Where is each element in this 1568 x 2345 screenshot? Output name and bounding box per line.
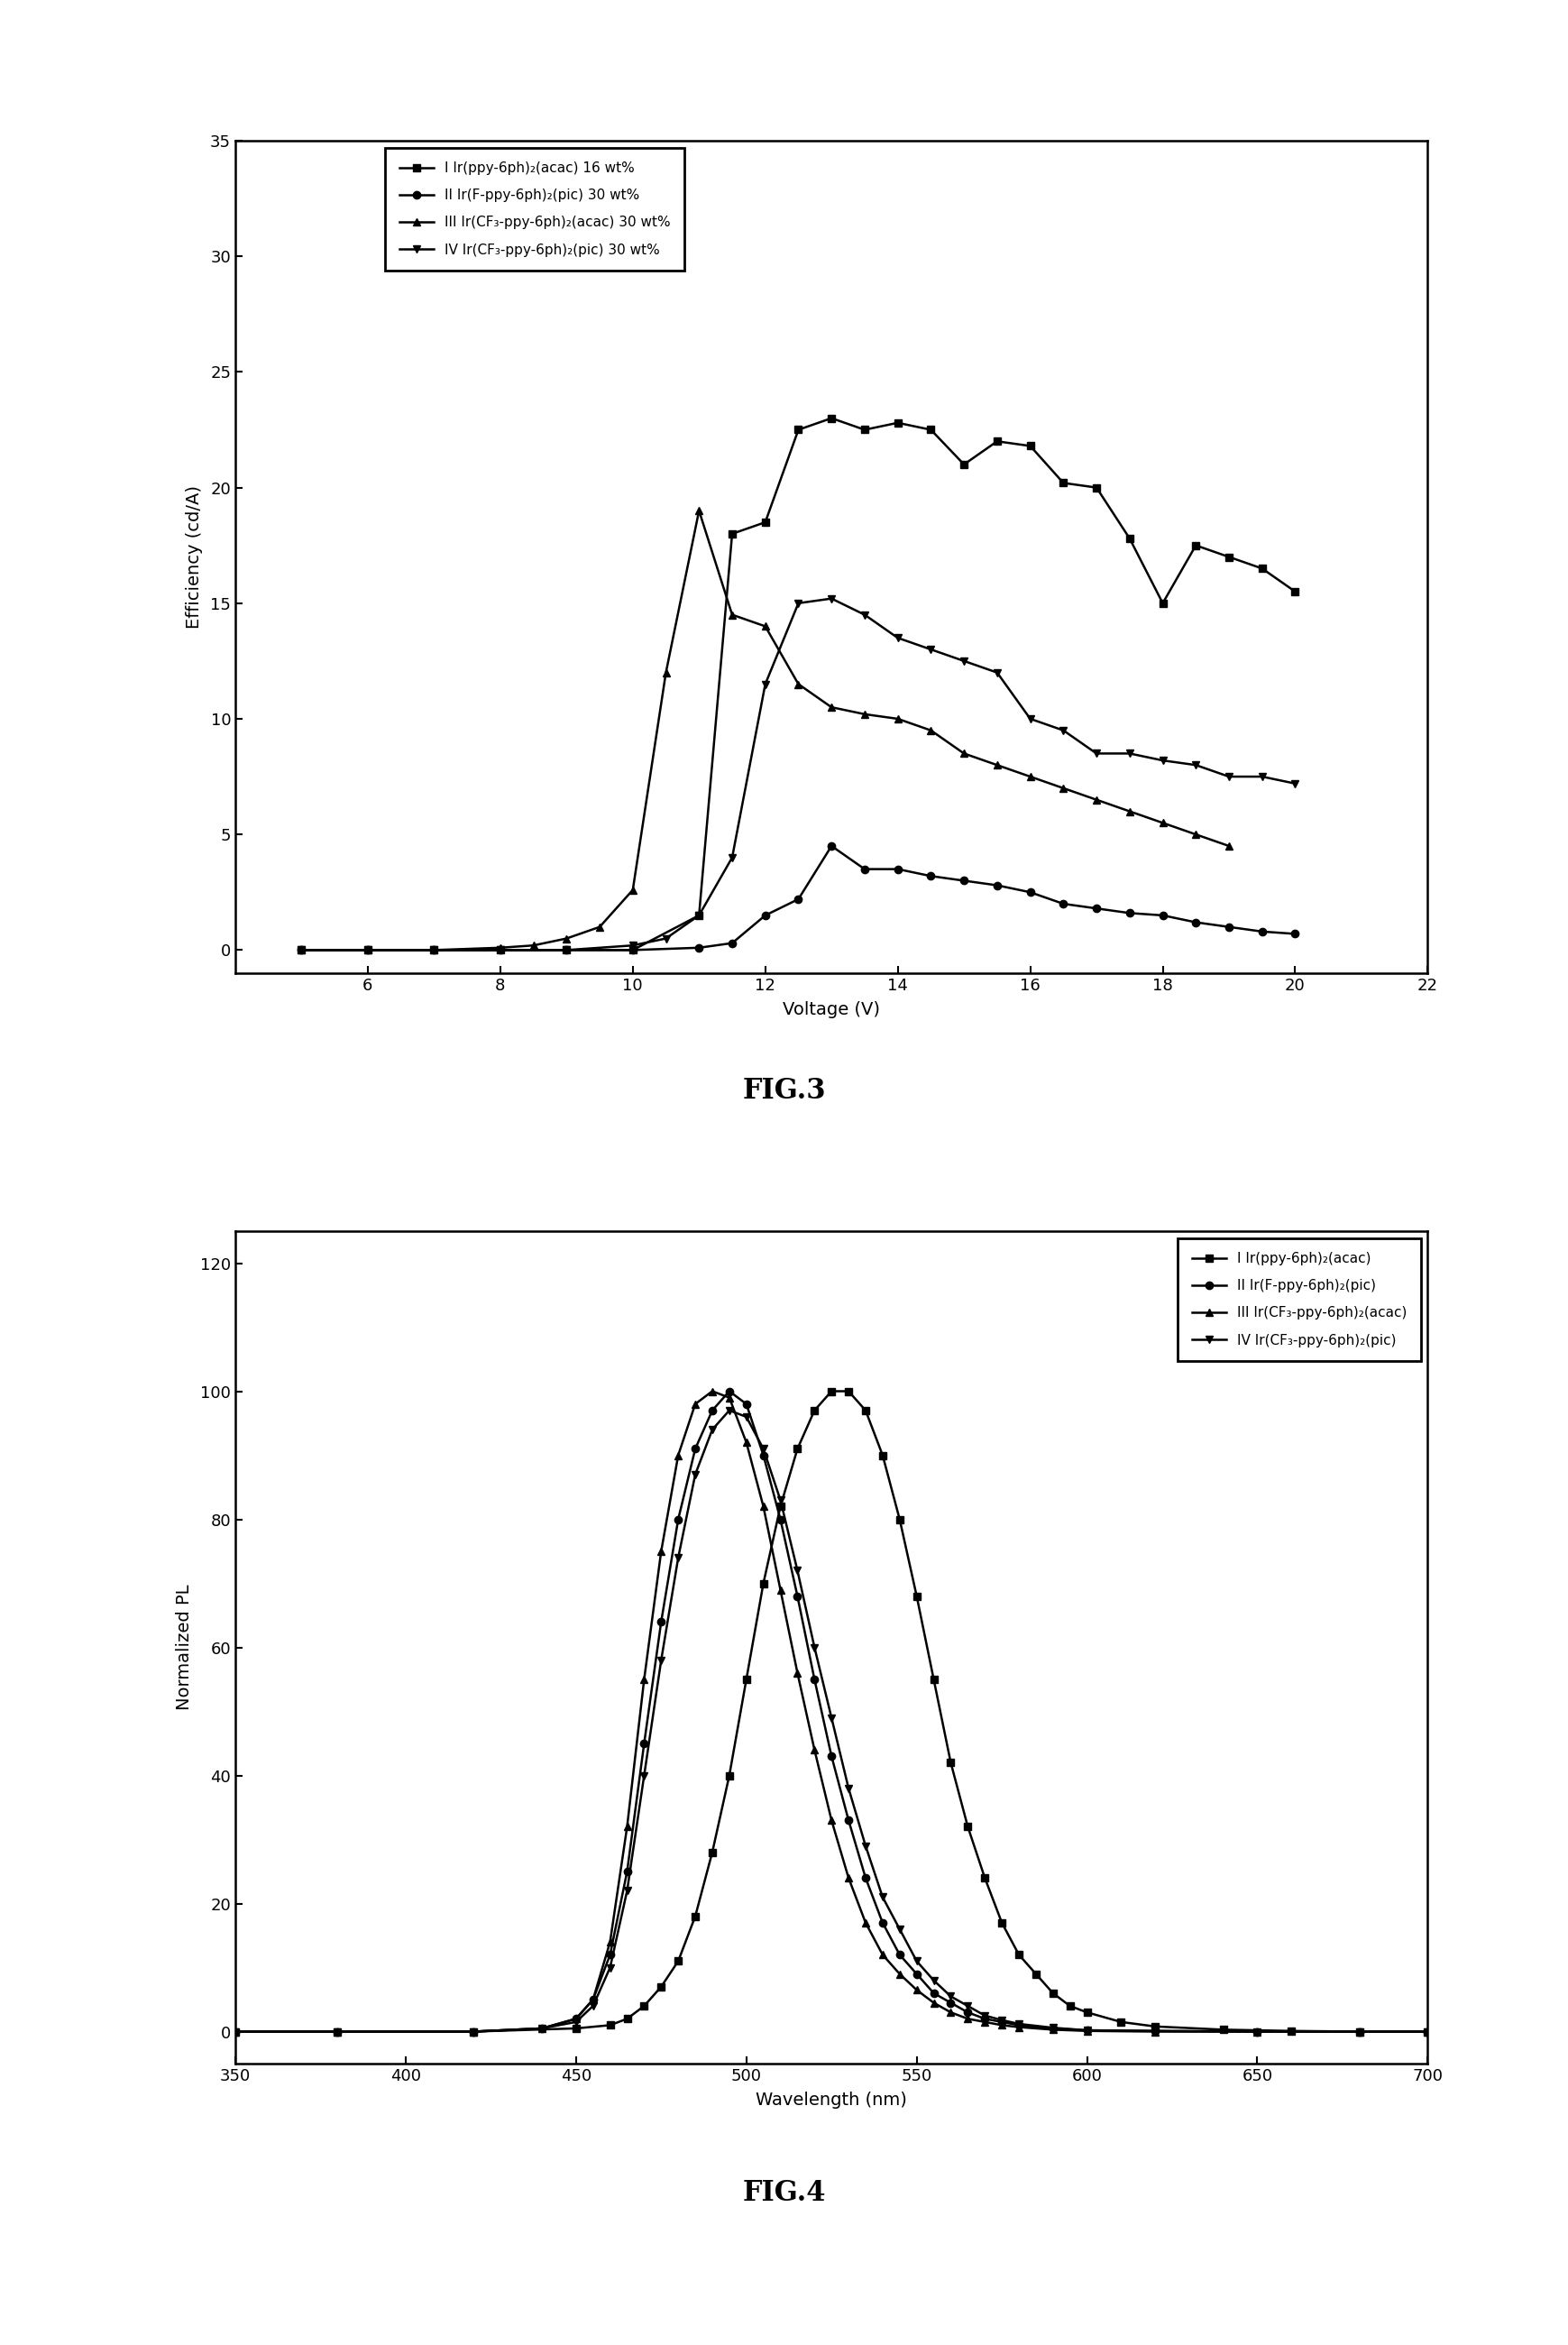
Text: FIG.4: FIG.4: [742, 2179, 826, 2207]
Legend: I Ir(ppy-6ph)₂(acac) 16 wt%, II Ir(F-ppy-6ph)₂(pic) 30 wt%, III Ir(CF₃-ppy-6ph)₂: I Ir(ppy-6ph)₂(acac) 16 wt%, II Ir(F-ppy…: [386, 148, 684, 270]
Legend: I Ir(ppy-6ph)₂(acac), II Ir(F-ppy-6ph)₂(pic), III Ir(CF₃-ppy-6ph)₂(acac), IV Ir(: I Ir(ppy-6ph)₂(acac), II Ir(F-ppy-6ph)₂(…: [1178, 1238, 1421, 1360]
Y-axis label: Normalized PL: Normalized PL: [176, 1585, 193, 1710]
X-axis label: Voltage (V): Voltage (V): [782, 1001, 880, 1018]
X-axis label: Wavelength (nm): Wavelength (nm): [756, 2092, 906, 2108]
Y-axis label: Efficiency (cd/A): Efficiency (cd/A): [185, 485, 202, 628]
Text: FIG.3: FIG.3: [742, 1076, 826, 1104]
